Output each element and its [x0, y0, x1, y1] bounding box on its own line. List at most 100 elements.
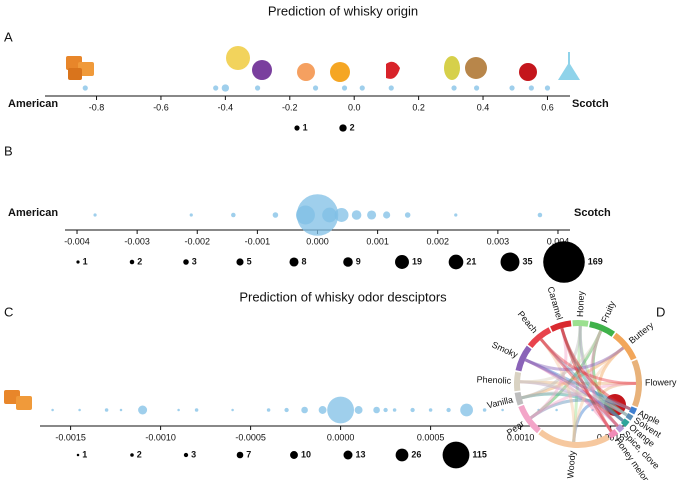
- size-legend-label: 169: [588, 256, 603, 266]
- size-legend-label: 2: [137, 449, 142, 459]
- node-label: Flowery: [645, 377, 677, 387]
- data-point: [231, 212, 236, 218]
- icons: [4, 46, 626, 416]
- data-point: [341, 85, 348, 91]
- size-legend-marker: [76, 453, 80, 457]
- chord-ribbon: [572, 346, 625, 442]
- x-tick-label: 0.0000: [327, 432, 355, 442]
- size-legend-label: 3: [192, 256, 197, 266]
- size-legend-label: 26: [411, 449, 421, 459]
- chord-ribbon: [539, 338, 576, 442]
- chord-arc: [572, 319, 589, 327]
- data-point: [78, 408, 81, 412]
- data-point: [189, 213, 193, 217]
- panel-label: A: [4, 29, 13, 44]
- data-point: [446, 407, 451, 413]
- data-point: [51, 408, 54, 412]
- pear-icon: [444, 56, 460, 80]
- data-point: [383, 407, 388, 413]
- chord-ribbon: [524, 358, 613, 433]
- data-point: [322, 207, 337, 223]
- peach-icon: [297, 63, 315, 81]
- size-legend-marker: [395, 255, 409, 269]
- chord-ribbon: [521, 391, 631, 411]
- data-point: [460, 403, 473, 417]
- size-legend-label: 35: [522, 256, 532, 266]
- size-legend-marker: [290, 451, 298, 459]
- data-point: [367, 210, 377, 220]
- chord-ribbon: [521, 392, 624, 422]
- node-label: Smoky: [490, 339, 520, 360]
- axis-end-label: American: [8, 98, 58, 110]
- chord-ribbon: [597, 346, 625, 428]
- chord-arc: [550, 320, 572, 332]
- x-tick-label: -0.8: [89, 102, 105, 112]
- x-tick-label: -0.003: [124, 236, 150, 246]
- node-label: Buttery: [627, 320, 656, 346]
- x-tick-label: 0.6: [541, 102, 554, 112]
- chord-ribbon: [519, 330, 603, 384]
- data-point: [428, 408, 433, 412]
- data-point: [272, 212, 279, 218]
- x-tick-label: 0.0010: [507, 432, 535, 442]
- data-point: [284, 407, 289, 413]
- chord-ribbon: [524, 346, 625, 371]
- data-point: [318, 406, 327, 414]
- size-legend-marker: [294, 125, 300, 131]
- size-legend-marker: [236, 258, 244, 266]
- size-legend-marker: [343, 257, 353, 267]
- size-legend-label: 1: [83, 256, 88, 266]
- x-tick-label: -0.001: [245, 236, 271, 246]
- chord-ribbon: [524, 358, 631, 411]
- data-point: [82, 85, 88, 91]
- x-tick-label: 0.004: [547, 236, 570, 246]
- caramel-icon: [16, 396, 32, 410]
- data-point: [501, 408, 504, 412]
- chord-arc: [514, 371, 522, 392]
- data-point: [528, 85, 534, 91]
- data-point: [138, 405, 148, 415]
- data-point: [537, 408, 540, 412]
- data-point: [254, 85, 261, 91]
- chord-ribbon: [530, 330, 603, 420]
- axis-end-label: Scotch: [572, 98, 609, 110]
- chord-arc: [625, 413, 634, 421]
- chord-ribbon: [530, 327, 568, 420]
- cheese-icon: [226, 46, 250, 70]
- chord-ribbon: [519, 380, 619, 428]
- data-point: [221, 84, 230, 92]
- size-legend-marker: [500, 252, 520, 272]
- x-tick-label: 0.2: [412, 102, 425, 112]
- chord-ribbon: [539, 338, 619, 428]
- size-legend-label: 7: [246, 449, 251, 459]
- data-point: [373, 406, 380, 414]
- data-point: [383, 211, 391, 219]
- data-point: [312, 85, 319, 91]
- flask-icon: [558, 52, 580, 80]
- data-point: [301, 406, 308, 414]
- data-point: [104, 408, 109, 412]
- size-legend-label: 8: [302, 256, 307, 266]
- x-tick-label: 0.000: [306, 236, 329, 246]
- x-tick-label: -0.004: [64, 236, 90, 246]
- x-tick-label: 0.4: [477, 102, 490, 112]
- data-point: [231, 408, 234, 412]
- data-point: [509, 85, 515, 91]
- panel-label: B: [4, 143, 13, 158]
- chord-ribbon: [521, 325, 582, 400]
- x-tick-label: -0.0010: [145, 432, 176, 442]
- data-point: [591, 408, 594, 412]
- size-legend-label: 3: [191, 449, 196, 459]
- x-tick-label: -0.4: [218, 102, 234, 112]
- data-point: [194, 408, 199, 412]
- data-point: [544, 85, 551, 91]
- chord-ribbon: [539, 338, 637, 385]
- x-tick-label: -0.0015: [55, 432, 86, 442]
- size-legend-label: 10: [301, 449, 311, 459]
- size-legend-label: 9: [356, 256, 361, 266]
- x-tick-label: 0.0: [348, 102, 361, 112]
- size-legend-marker: [130, 453, 134, 457]
- x-tick-label: -0.2: [282, 102, 298, 112]
- chord-ribbon: [539, 338, 628, 417]
